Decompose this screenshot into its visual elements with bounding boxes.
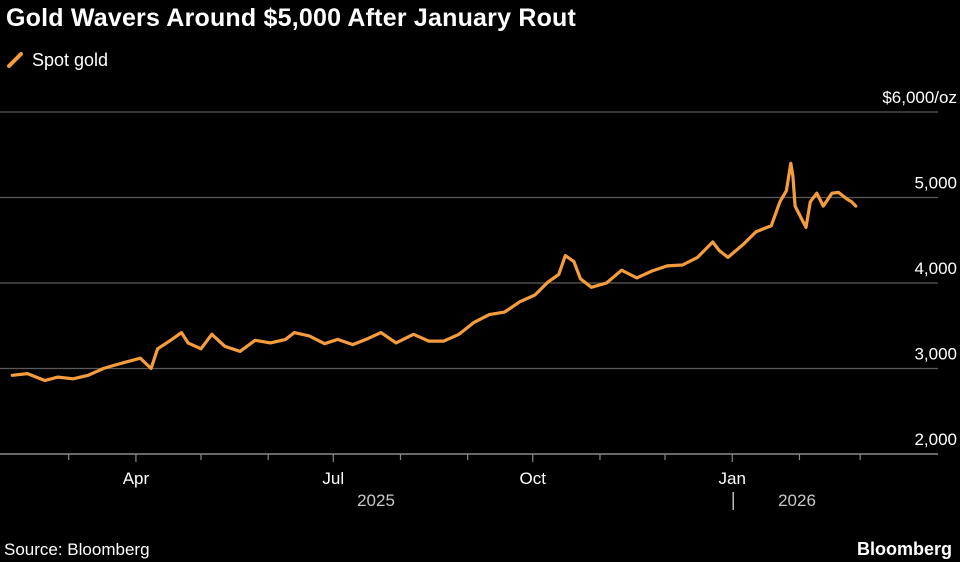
x-axis [0,453,938,462]
year-labels: 2025 2026 [357,491,816,510]
y-tick-label: $6,000/oz [882,88,957,107]
x-tick-label: Jul [322,469,344,488]
series-line-spot-gold [10,161,858,383]
x-tick-label: Oct [520,469,547,488]
gridlines [0,111,938,370]
x-tick-label: Jan [719,469,746,488]
year-label: 2026 [778,491,816,510]
chart-title: Gold Wavers Around $5,000 After January … [6,4,577,32]
y-tick-label: 5,000 [914,174,957,193]
y-axis-tick-labels: 2,000 3,000 4,000 5,000 $6,000/oz [882,88,957,449]
brand-logo: Bloomberg [856,539,952,559]
legend: Spot gold [6,48,108,72]
x-axis-tick-labels: Apr Jul Oct Jan [123,469,746,488]
x-tick-label: Apr [123,469,150,488]
legend-label: Spot gold [32,49,109,70]
y-tick-label: 4,000 [914,259,957,278]
y-tick-label: 2,000 [914,430,957,449]
y-tick-label: 3,000 [914,345,957,364]
source-note: Source: Bloomberg [4,540,150,559]
year-label: 2025 [357,491,395,510]
line-chart: 2,000 3,000 4,000 5,000 $6,000/oz Apr Jul Oct J… [0,88,957,510]
legend-swatch-icon [7,52,23,68]
